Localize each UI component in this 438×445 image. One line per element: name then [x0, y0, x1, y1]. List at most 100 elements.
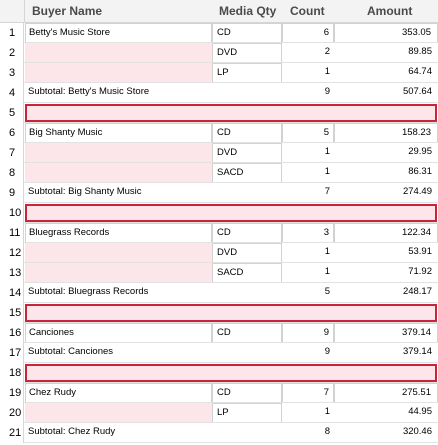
- cell-amount[interactable]: 71.92: [408, 266, 432, 277]
- cell-count[interactable]: 7: [282, 383, 334, 403]
- cell-media-qty[interactable]: CD: [212, 383, 282, 403]
- cell-buyer-name[interactable]: [25, 263, 212, 283]
- row-divider: [24, 442, 438, 443]
- row-number: 20: [0, 403, 24, 423]
- cell-count[interactable]: 6: [282, 23, 334, 43]
- cell-count[interactable]: 5: [282, 123, 334, 143]
- row-number: 11: [0, 223, 24, 243]
- cell-amount[interactable]: 507.64: [402, 86, 432, 97]
- cell-amount[interactable]: 122.34: [334, 223, 438, 243]
- cell-media-qty[interactable]: CD: [212, 223, 282, 243]
- cell-count[interactable]: 1: [324, 246, 330, 257]
- cell-media-qty[interactable]: DVD: [212, 143, 282, 163]
- cell-buyer-name[interactable]: Bluegrass Records: [25, 223, 212, 243]
- cell-amount[interactable]: 158.23: [334, 123, 438, 143]
- cell-buyer-name[interactable]: [25, 163, 212, 183]
- cell-count[interactable]: 1: [324, 406, 330, 417]
- row-number: 7: [0, 143, 24, 163]
- header-buyer-name[interactable]: Buyer Name: [32, 4, 103, 18]
- header-media-qty[interactable]: Media Qty: [219, 4, 277, 18]
- cell-media-qty[interactable]: DVD: [212, 243, 282, 263]
- row-number: 16: [0, 323, 24, 343]
- cell-buyer-name[interactable]: Subtotal: Betty's Music Store: [28, 86, 150, 97]
- cell-buyer-name[interactable]: Betty's Music Store: [25, 23, 212, 43]
- cell-buyer-name[interactable]: Big Shanty Music: [25, 123, 212, 143]
- cell-buyer-name[interactable]: [25, 63, 212, 83]
- cell-count[interactable]: 3: [282, 223, 334, 243]
- row-number: 2: [0, 43, 24, 63]
- cell-count[interactable]: 9: [324, 346, 330, 357]
- row-number: 9: [0, 183, 24, 203]
- cell-buyer-name[interactable]: Canciones: [25, 323, 212, 343]
- cell-media-qty[interactable]: LP: [212, 63, 282, 83]
- cell-media-qty[interactable]: SACD: [212, 163, 282, 183]
- row-divider: [24, 262, 438, 263]
- cell-count[interactable]: 1: [324, 66, 330, 77]
- row-number: 21: [0, 423, 24, 443]
- cell-media-qty[interactable]: CD: [212, 323, 282, 343]
- cell-count[interactable]: 9: [282, 323, 334, 343]
- cell-buyer-name[interactable]: [25, 43, 212, 63]
- cell-amount[interactable]: 29.95: [408, 146, 432, 157]
- cell-buyer-name[interactable]: [25, 403, 212, 423]
- highlighted-blank-row[interactable]: [25, 364, 437, 382]
- cell-amount[interactable]: 89.85: [408, 46, 432, 57]
- cell-media-qty[interactable]: [212, 83, 282, 103]
- cell-buyer-name[interactable]: [25, 143, 212, 163]
- row-number: 5: [0, 103, 24, 123]
- cell-amount[interactable]: 53.91: [408, 246, 432, 257]
- row-divider: [24, 302, 438, 303]
- row-number: 8: [0, 163, 24, 183]
- cell-count[interactable]: 8: [324, 426, 330, 437]
- cell-buyer-name[interactable]: Chez Rudy: [25, 383, 212, 403]
- cell-amount[interactable]: 320.46: [402, 426, 432, 437]
- cell-amount[interactable]: 379.14: [402, 346, 432, 357]
- highlighted-blank-row[interactable]: [25, 104, 437, 122]
- cell-count[interactable]: 5: [324, 286, 330, 297]
- cell-media-qty[interactable]: [212, 343, 282, 363]
- subtotal-row: 9 Subtotal: Big Shanty Music 7 274.49: [0, 183, 438, 203]
- highlighted-blank-row[interactable]: [25, 204, 437, 222]
- cell-amount[interactable]: 353.05: [334, 23, 438, 43]
- table-row: 3 LP 1 64.74: [0, 63, 438, 83]
- table-row: 16 Canciones CD 9 379.14: [0, 323, 438, 343]
- cell-media-qty[interactable]: [212, 423, 282, 443]
- row-number: 12: [0, 243, 24, 263]
- cell-media-qty[interactable]: [212, 283, 282, 303]
- row-divider: [24, 102, 438, 103]
- cell-amount[interactable]: 86.31: [408, 166, 432, 177]
- table-row: 11 Bluegrass Records CD 3 122.34: [0, 223, 438, 243]
- row-divider: [24, 222, 438, 223]
- cell-media-qty[interactable]: CD: [212, 23, 282, 43]
- cell-buyer-name[interactable]: [25, 243, 212, 263]
- cell-count[interactable]: 1: [324, 266, 330, 277]
- cell-media-qty[interactable]: DVD: [212, 43, 282, 63]
- cell-count[interactable]: 1: [324, 166, 330, 177]
- cell-count[interactable]: 9: [324, 86, 330, 97]
- cell-count[interactable]: 1: [324, 146, 330, 157]
- cell-buyer-name[interactable]: Subtotal: Canciones: [28, 346, 114, 357]
- header-amount[interactable]: Amount: [367, 4, 413, 18]
- cell-media-qty[interactable]: SACD: [212, 263, 282, 283]
- cell-amount[interactable]: 274.49: [402, 186, 432, 197]
- highlighted-blank-row[interactable]: [25, 304, 437, 322]
- cell-amount[interactable]: 248.17: [402, 286, 432, 297]
- cell-amount[interactable]: 379.14: [334, 323, 438, 343]
- cell-count[interactable]: 2: [324, 46, 330, 57]
- table-row: 12 DVD 1 53.91: [0, 243, 438, 263]
- cell-buyer-name[interactable]: Subtotal: Bluegrass Records: [28, 286, 149, 297]
- cell-media-qty[interactable]: LP: [212, 403, 282, 423]
- row-divider: [24, 322, 438, 323]
- cell-media-qty[interactable]: CD: [212, 123, 282, 143]
- table-row: 13 SACD 1 71.92: [0, 263, 438, 283]
- row-divider: [24, 142, 438, 143]
- cell-count[interactable]: 7: [324, 186, 330, 197]
- cell-amount[interactable]: 44.95: [408, 406, 432, 417]
- cell-amount[interactable]: 64.74: [408, 66, 432, 77]
- cell-media-qty[interactable]: [212, 183, 282, 203]
- row-divider: [24, 342, 438, 343]
- cell-buyer-name[interactable]: Subtotal: Big Shanty Music: [28, 186, 142, 197]
- header-count[interactable]: Count: [290, 4, 325, 18]
- cell-amount[interactable]: 275.51: [334, 383, 438, 403]
- cell-buyer-name[interactable]: Subtotal: Chez Rudy: [28, 426, 116, 437]
